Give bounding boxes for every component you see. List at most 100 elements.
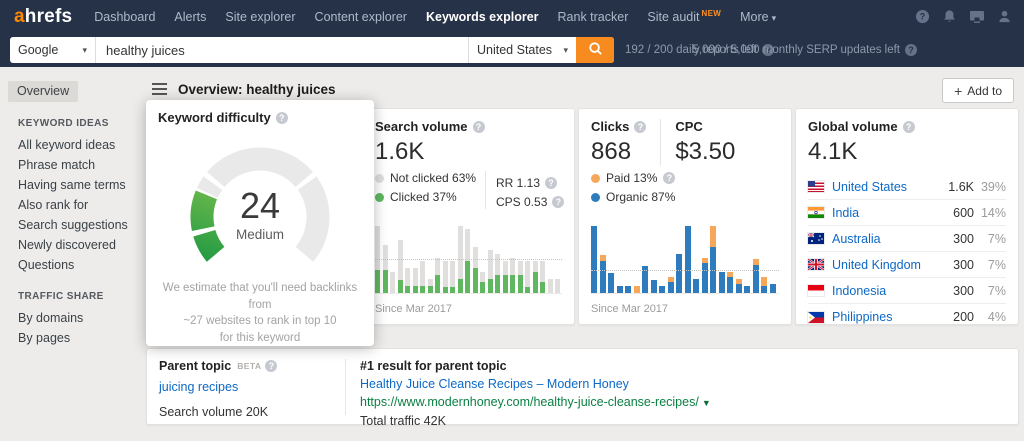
global-volume-title: Global volume ? bbox=[808, 119, 1006, 134]
nav-item-rank-tracker[interactable]: Rank tracker bbox=[557, 9, 629, 24]
top-result-url[interactable]: https://www.modernhoney.com/healthy-juic… bbox=[360, 395, 711, 409]
country-volume-row: India 600 14% bbox=[808, 200, 1006, 226]
sidebar-item-newly-discovered[interactable]: Newly discovered bbox=[18, 238, 116, 252]
legend-item: Not clicked 63% bbox=[375, 171, 562, 185]
country-link[interactable]: Philippines bbox=[832, 310, 893, 324]
chart-since-label: Since Mar 2017 bbox=[591, 303, 669, 315]
search-engine-select[interactable]: Google ▾ bbox=[10, 37, 96, 63]
sidebar-section-title: KEYWORD IDEAS bbox=[18, 118, 109, 129]
chart-bar bbox=[744, 222, 750, 293]
chart-bar bbox=[420, 222, 425, 293]
country-link[interactable]: United States bbox=[832, 179, 908, 194]
monitor-icon[interactable] bbox=[969, 9, 985, 24]
chevron-down-icon: ▾ bbox=[82, 44, 87, 55]
beta-badge: BETA bbox=[237, 361, 262, 371]
top-result-traffic: Total traffic 42K bbox=[360, 414, 446, 428]
help-icon[interactable]: ? bbox=[663, 172, 676, 184]
help-icon[interactable]: ? bbox=[902, 120, 915, 133]
difficulty-score: 24 bbox=[239, 185, 281, 226]
country-percent: 14% bbox=[980, 205, 1006, 220]
daily-reports-quota: 192 / 200 daily reports left ? bbox=[625, 33, 775, 67]
sidebar-item-search-suggestions[interactable]: Search suggestions bbox=[18, 218, 128, 232]
help-icon[interactable]: ? bbox=[545, 177, 558, 189]
keyword-difficulty-popup: Keyword difficulty ? 24 Medium We estima… bbox=[146, 100, 374, 346]
chart-bar bbox=[510, 222, 515, 293]
svg-text:?: ? bbox=[920, 12, 925, 22]
chart-bar bbox=[532, 222, 538, 293]
chart-bar bbox=[693, 222, 699, 293]
country-link[interactable]: Indonesia bbox=[832, 283, 887, 298]
country-link[interactable]: Australia bbox=[832, 231, 881, 246]
sidebar-item-questions[interactable]: Questions bbox=[18, 258, 75, 272]
nav-item-alerts[interactable]: Alerts bbox=[174, 9, 207, 24]
chart-bar bbox=[769, 222, 776, 293]
chart-bar bbox=[525, 222, 530, 293]
sidebar-item-phrase-match[interactable]: Phrase match bbox=[18, 158, 96, 172]
nav-item-content-explorer[interactable]: Content explorer bbox=[314, 9, 407, 24]
legend-dot-icon bbox=[591, 173, 600, 183]
help-icon[interactable]: ? bbox=[915, 9, 930, 24]
chevron-down-icon: ▼ bbox=[701, 398, 711, 408]
help-icon[interactable]: ? bbox=[762, 44, 775, 56]
parent-topic-volume: Search volume 20K bbox=[159, 405, 269, 419]
keyword-input[interactable] bbox=[96, 37, 468, 63]
cpc-title: CPC bbox=[675, 119, 703, 134]
sidebar-item-by-pages[interactable]: By pages bbox=[18, 331, 71, 345]
sidebar-item-also-rank-for[interactable]: Also rank for bbox=[18, 198, 89, 212]
nav-item-site-explorer[interactable]: Site explorer bbox=[225, 9, 296, 24]
nav-item-more[interactable]: More ▾ bbox=[740, 9, 777, 24]
chart-bar bbox=[382, 222, 388, 293]
user-icon[interactable] bbox=[997, 9, 1012, 24]
nav-item-dashboard[interactable]: Dashboard bbox=[94, 9, 156, 24]
top-result-link[interactable]: Healthy Juice Cleanse Recipes – Modern H… bbox=[360, 377, 629, 391]
nav-item-site-audit[interactable]: Site audit NEW bbox=[647, 8, 722, 25]
nav-item-keywords-explorer[interactable]: Keywords explorer bbox=[425, 9, 539, 24]
search-volume-chart bbox=[375, 222, 562, 294]
parent-topic-link[interactable]: juicing recipes bbox=[159, 380, 239, 394]
chart-bar bbox=[435, 222, 440, 293]
chart-bar bbox=[495, 222, 500, 293]
sidebar-item-all-keyword-ideas[interactable]: All keyword ideas bbox=[18, 138, 116, 152]
sidebar-toggle-icon[interactable] bbox=[152, 83, 167, 101]
country-volume: 300 bbox=[953, 283, 974, 298]
nav-menu: Dashboard Alerts Site explorer Content expl… bbox=[94, 9, 776, 24]
help-icon[interactable]: ? bbox=[265, 360, 278, 372]
chevron-down-icon: ▾ bbox=[563, 44, 568, 55]
clicks-card: Clicks ? 868 CPC $3.50 Paid 13%? Organic … bbox=[578, 108, 792, 325]
ahrefs-logo[interactable]: ahrefs bbox=[14, 5, 73, 27]
au-flag-icon bbox=[807, 232, 824, 244]
country-percent: 7% bbox=[987, 231, 1006, 246]
search-volume-value: 1.6K bbox=[375, 138, 425, 165]
chart-bar bbox=[616, 222, 623, 293]
chart-bar bbox=[405, 222, 410, 293]
sidebar: Overview KEYWORD IDEAS All keyword ideas P… bbox=[0, 67, 146, 441]
chart-bar bbox=[540, 222, 545, 293]
country-select[interactable]: United States ▾ bbox=[468, 37, 576, 63]
sidebar-item-overview[interactable]: Overview bbox=[8, 81, 79, 102]
chart-bar bbox=[547, 222, 553, 293]
difficulty-note: We estimate that you'll need backlinks f… bbox=[162, 282, 358, 345]
legend-dot-icon bbox=[375, 192, 384, 202]
gb-flag-icon bbox=[807, 258, 825, 271]
average-dotted-line bbox=[591, 270, 779, 271]
help-icon[interactable]: ? bbox=[275, 111, 288, 124]
average-dotted-line bbox=[375, 259, 562, 261]
country-link[interactable]: United Kingdom bbox=[832, 257, 921, 272]
chart-bar bbox=[517, 222, 523, 293]
country-volume: 300 bbox=[953, 231, 974, 246]
country-link[interactable]: India bbox=[832, 205, 860, 220]
stat-label: RR 1.13 bbox=[496, 176, 541, 190]
chart-bar bbox=[412, 222, 418, 293]
help-icon[interactable]: ? bbox=[905, 44, 917, 56]
country-volume: 1.6K bbox=[948, 179, 974, 194]
search-button[interactable] bbox=[576, 37, 614, 63]
bell-icon[interactable] bbox=[942, 9, 957, 24]
help-icon[interactable]: ? bbox=[472, 120, 485, 133]
chart-bar bbox=[710, 222, 716, 293]
help-icon[interactable]: ? bbox=[552, 196, 565, 208]
sidebar-item-having-same-terms[interactable]: Having same terms bbox=[18, 178, 126, 192]
help-icon[interactable]: ? bbox=[634, 120, 647, 133]
add-to-button[interactable]: + Add to bbox=[942, 78, 1014, 103]
sidebar-item-by-domains[interactable]: By domains bbox=[18, 311, 84, 325]
